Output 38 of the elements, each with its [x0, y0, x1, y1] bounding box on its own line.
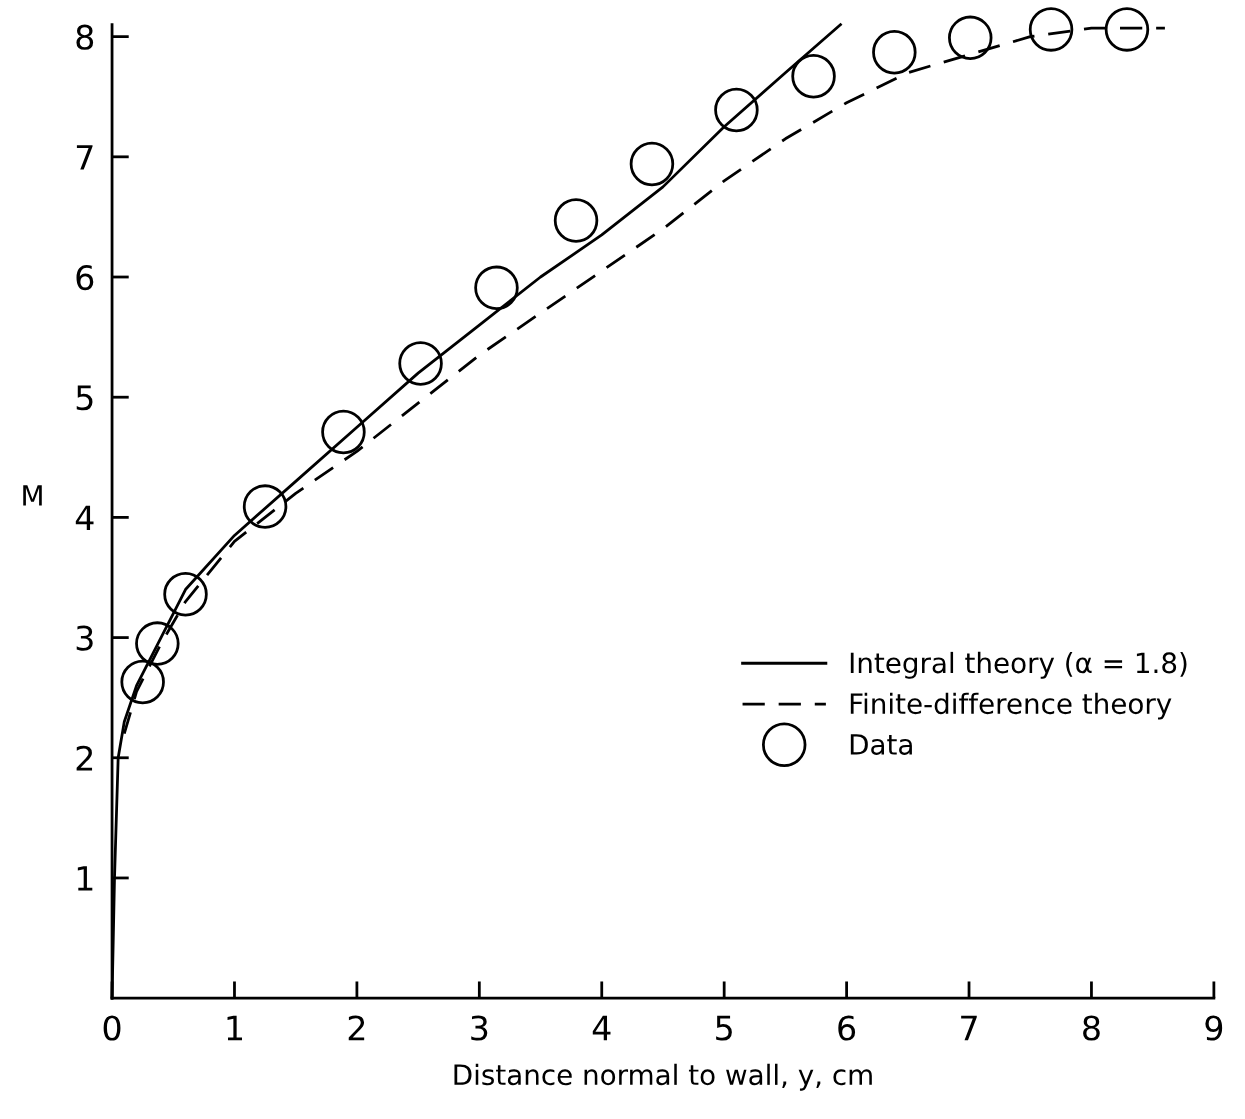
legend-label: Data [850, 734, 912, 755]
point [135, 621, 180, 666]
x-tick-label: 6 [838, 1015, 856, 1041]
legend-label: Finite-difference theory [850, 692, 1172, 720]
point [629, 141, 675, 187]
point [791, 54, 836, 99]
y-tick-label: 5 [76, 385, 93, 411]
y-axis-title: M [23, 485, 42, 506]
legend-label: Integral theory (α = 1.8) [850, 651, 1187, 679]
y-tick-label: 6 [76, 264, 94, 291]
point [872, 30, 917, 75]
x-tick-label: 0 [103, 1015, 121, 1041]
point [163, 572, 208, 617]
point [398, 341, 443, 386]
x-axis-title: Distance normal to wall, y, cm [454, 1063, 872, 1091]
y-tick-label: 8 [76, 24, 94, 50]
point [948, 15, 993, 61]
point [714, 87, 759, 133]
y-tick-label: 7 [76, 145, 93, 170]
x-tick-label: 4 [592, 1015, 611, 1041]
point [321, 409, 366, 455]
point [1028, 7, 1074, 52]
y-tick-label: 4 [75, 505, 94, 531]
x-tick-label: 7 [961, 1015, 977, 1041]
point [1104, 7, 1150, 52]
x-tick-label: 3 [471, 1015, 488, 1041]
x-tick-label: 1 [227, 1015, 242, 1041]
point [120, 659, 165, 705]
point [474, 265, 519, 311]
x-tick-label: 5 [716, 1015, 732, 1041]
x-tick-label: 8 [1083, 1015, 1100, 1041]
x-tick-label: 9 [1205, 1015, 1223, 1041]
y-tick-label: 1 [77, 866, 93, 891]
point [242, 484, 288, 529]
point [553, 198, 599, 243]
y-tick-label: 2 [76, 745, 93, 771]
x-tick-label: 2 [348, 1015, 365, 1041]
y-tick-label: 3 [76, 625, 93, 651]
